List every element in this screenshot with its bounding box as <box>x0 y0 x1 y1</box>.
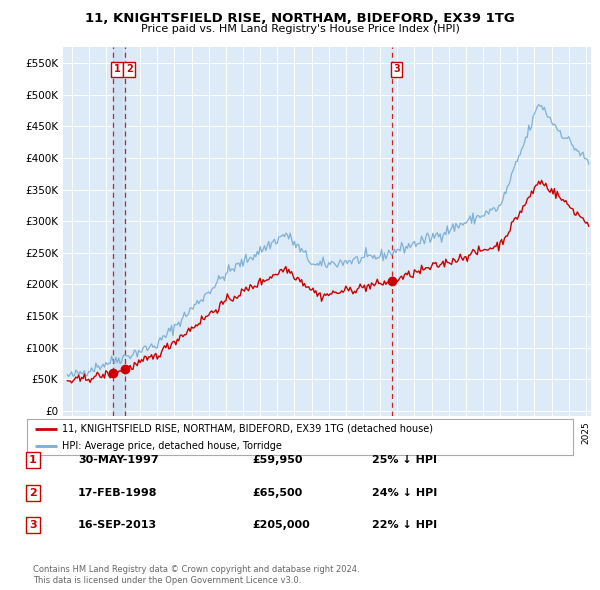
Text: 11, KNIGHTSFIELD RISE, NORTHAM, BIDEFORD, EX39 1TG (detached house): 11, KNIGHTSFIELD RISE, NORTHAM, BIDEFORD… <box>62 424 433 434</box>
Text: 17-FEB-1998: 17-FEB-1998 <box>78 488 157 497</box>
Text: 3: 3 <box>393 64 400 74</box>
Text: 24% ↓ HPI: 24% ↓ HPI <box>372 488 437 497</box>
Text: 3: 3 <box>29 520 37 530</box>
Text: 2: 2 <box>29 488 37 497</box>
Text: £59,950: £59,950 <box>252 455 302 465</box>
Text: 1: 1 <box>29 455 37 465</box>
Text: 30-MAY-1997: 30-MAY-1997 <box>78 455 158 465</box>
Text: 2: 2 <box>126 64 133 74</box>
Text: £65,500: £65,500 <box>252 488 302 497</box>
Text: 22% ↓ HPI: 22% ↓ HPI <box>372 520 437 530</box>
Text: 1: 1 <box>114 64 121 74</box>
Text: Price paid vs. HM Land Registry's House Price Index (HPI): Price paid vs. HM Land Registry's House … <box>140 24 460 34</box>
Bar <box>113 47 125 416</box>
Text: HPI: Average price, detached house, Torridge: HPI: Average price, detached house, Torr… <box>62 441 283 451</box>
Text: Contains HM Land Registry data © Crown copyright and database right 2024.: Contains HM Land Registry data © Crown c… <box>33 565 359 574</box>
Text: 11, KNIGHTSFIELD RISE, NORTHAM, BIDEFORD, EX39 1TG: 11, KNIGHTSFIELD RISE, NORTHAM, BIDEFORD… <box>85 12 515 25</box>
Text: 16-SEP-2013: 16-SEP-2013 <box>78 520 157 530</box>
Text: 25% ↓ HPI: 25% ↓ HPI <box>372 455 437 465</box>
Text: £205,000: £205,000 <box>252 520 310 530</box>
Text: This data is licensed under the Open Government Licence v3.0.: This data is licensed under the Open Gov… <box>33 576 301 585</box>
